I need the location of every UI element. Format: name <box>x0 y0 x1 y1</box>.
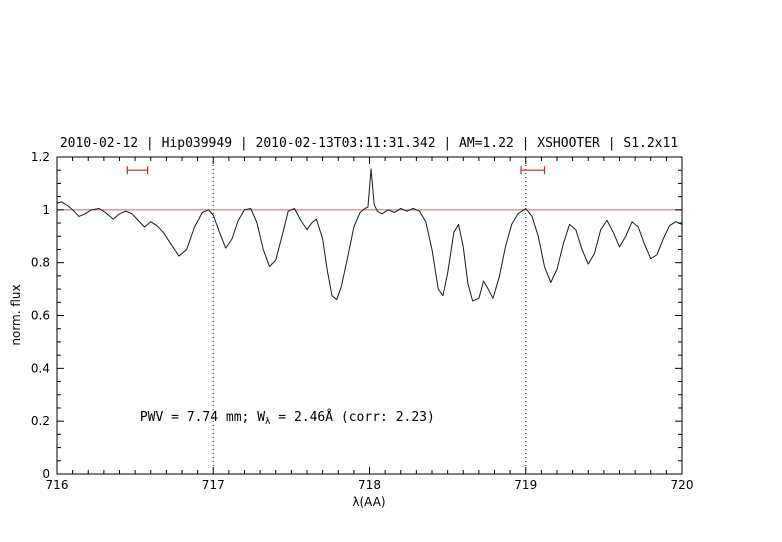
plot-title: 2010-02-12 | Hip039949 | 2010-02-13T03:1… <box>60 136 678 151</box>
x-tick-label: 718 <box>358 478 381 492</box>
x-tick-label: 720 <box>671 478 694 492</box>
range-marker <box>520 166 546 175</box>
y-tick-label: 0.8 <box>31 256 50 270</box>
y-tick-label: 1 <box>42 203 50 217</box>
x-axis-label: λ(AA) <box>352 495 385 509</box>
axes: 716 717 718 719 720 0 0.2 0.4 0.6 0.8 1 1.2 <box>31 150 694 492</box>
y-tick-label: 0.4 <box>31 361 50 375</box>
range-marker <box>126 166 149 175</box>
y-tick-label: 0.2 <box>31 414 50 428</box>
plot-frame <box>56 156 683 475</box>
pwv-annotation: PWV = 7.74 mm; Wλ = 2.46Å (corr: 2.23) <box>140 409 435 427</box>
x-tick-label: 719 <box>514 478 537 492</box>
y-tick-label: 0.6 <box>31 309 50 323</box>
y-tick-label: 0 <box>42 467 50 481</box>
data-layer <box>56 166 683 302</box>
x-tick-label: 717 <box>202 478 225 492</box>
x-tick-label: 716 <box>46 478 69 492</box>
spectrum-line <box>56 168 683 302</box>
y-tick-label: 1.2 <box>31 150 50 164</box>
annotations: PWV = 7.74 mm; Wλ = 2.46Å (corr: 2.23) <box>140 409 435 427</box>
y-axis-label: norm. flux <box>9 284 23 345</box>
grid-lines <box>212 157 527 474</box>
